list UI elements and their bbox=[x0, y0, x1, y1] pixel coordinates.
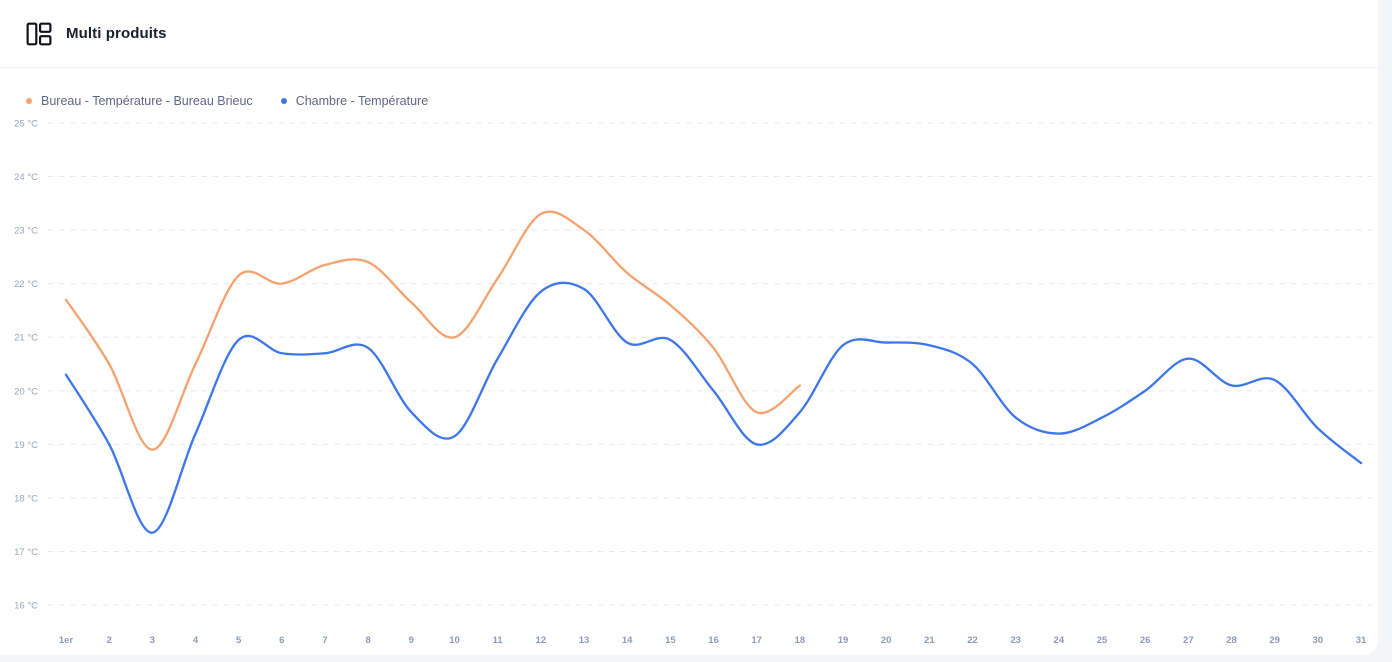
x-axis-tick-label: 4 bbox=[193, 635, 199, 646]
x-axis-tick-label: 23 bbox=[1010, 635, 1021, 646]
x-axis-tick-label: 15 bbox=[665, 635, 676, 646]
y-axis-tick-label: 21 °C bbox=[14, 333, 38, 344]
y-axis-tick-label: 25 °C bbox=[14, 119, 38, 130]
page-title: Multi produits bbox=[66, 25, 167, 42]
x-axis-tick-label: 28 bbox=[1226, 635, 1237, 646]
legend-label-bureau: Bureau - Température - Bureau Brieuc bbox=[41, 94, 253, 108]
y-axis-tick-label: 23 °C bbox=[14, 226, 38, 237]
card-header: Multi produits bbox=[0, 0, 1378, 68]
series-line[interactable] bbox=[64, 210, 801, 451]
x-axis-tick-label: 29 bbox=[1269, 635, 1280, 646]
x-axis-tick-label: 7 bbox=[322, 635, 327, 646]
x-axis-tick-label: 24 bbox=[1054, 635, 1065, 646]
x-axis-tick-label: 1er bbox=[59, 635, 74, 646]
line-chart-svg[interactable]: 25 °C 24 °C 23 °C 22 °C 21 °C 20 °C 19 °C 18 °C… bbox=[0, 110, 1378, 655]
x-axis-tick-label: 25 bbox=[1097, 635, 1108, 646]
x-axis-tick-label: 31 bbox=[1356, 635, 1367, 646]
dashboard-layout-icon bbox=[26, 22, 52, 45]
x-axis-tick-label: 2 bbox=[107, 635, 112, 646]
x-axis-tick-label: 14 bbox=[622, 635, 633, 646]
legend-item-chambre[interactable]: Chambre - Température bbox=[280, 94, 429, 108]
x-axis-tick-label: 3 bbox=[150, 635, 155, 646]
legend-label-chambre: Chambre - Température bbox=[295, 94, 429, 108]
x-axis-tick-label: 26 bbox=[1140, 635, 1151, 646]
x-axis-tick-label: 12 bbox=[536, 635, 547, 646]
legend-dot-icon bbox=[280, 98, 287, 104]
x-axis-tick-label: 13 bbox=[579, 635, 590, 646]
series-line[interactable] bbox=[64, 281, 1363, 534]
chart-plot-area[interactable]: 25 °C 24 °C 23 °C 22 °C 21 °C 20 °C 19 °C 18 °C… bbox=[0, 110, 1378, 655]
x-axis-tick-label: 5 bbox=[236, 635, 242, 646]
y-axis-tick-label: 20 °C bbox=[14, 386, 38, 397]
x-axis-tick-label: 9 bbox=[409, 635, 414, 646]
y-axis-tick-label: 22 °C bbox=[14, 279, 38, 290]
x-axis-tick-label: 20 bbox=[881, 635, 892, 646]
x-axis-tick-label: 6 bbox=[279, 635, 284, 646]
x-axis-tick-label: 30 bbox=[1313, 635, 1324, 646]
x-axis-tick-label: 27 bbox=[1183, 635, 1194, 646]
chart-card: Multi produits Bureau - Température - Bu… bbox=[0, 0, 1378, 655]
y-axis-tick-label: 19 °C bbox=[14, 440, 38, 451]
y-axis-tick-label: 24 °C bbox=[14, 172, 38, 183]
x-axis-tick-label: 22 bbox=[967, 635, 978, 646]
legend-item-bureau[interactable]: Bureau - Température - Bureau Brieuc bbox=[26, 94, 253, 108]
x-axis-tick-label: 16 bbox=[708, 635, 719, 646]
y-axis-tick-label: 17 °C bbox=[14, 547, 38, 558]
x-axis-tick-label: 18 bbox=[795, 635, 806, 646]
x-axis-tick-label: 17 bbox=[751, 635, 762, 646]
chart-legend: Bureau - Température - Bureau Brieuc Cha… bbox=[0, 68, 1378, 110]
x-axis-tick-label: 11 bbox=[493, 635, 504, 646]
y-axis-tick-label: 18 °C bbox=[14, 493, 38, 504]
x-axis-tick-label: 19 bbox=[838, 635, 849, 646]
x-axis-tick-label: 21 bbox=[924, 635, 935, 646]
x-axis-tick-label: 10 bbox=[449, 635, 460, 646]
x-axis-tick-label: 8 bbox=[366, 635, 371, 646]
legend-dot-icon bbox=[26, 98, 32, 104]
y-axis-tick-label: 16 °C bbox=[14, 601, 38, 612]
